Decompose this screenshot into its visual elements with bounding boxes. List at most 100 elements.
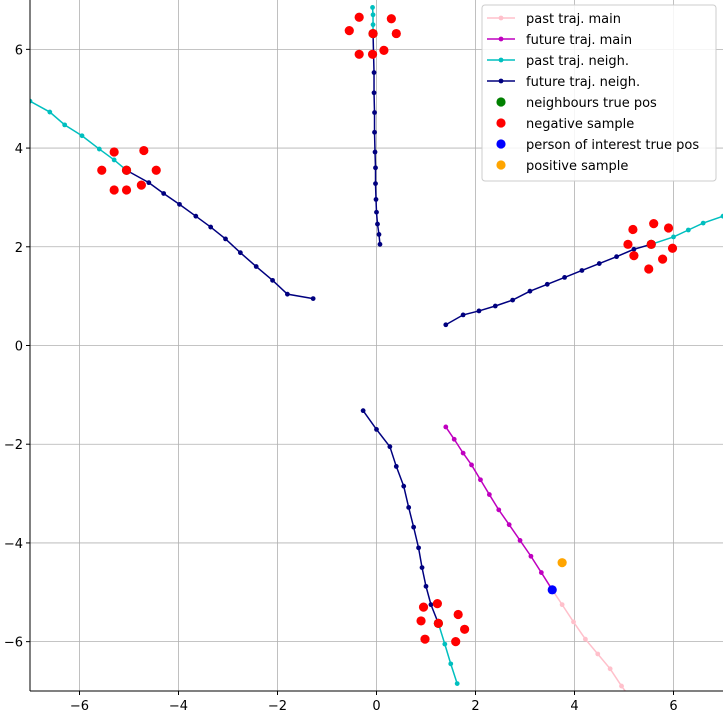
series-point: [476, 308, 482, 314]
x-tick-label: −2: [268, 699, 287, 714]
series-point: [538, 570, 544, 575]
legend-marker: [496, 97, 506, 107]
scatter-point: [136, 180, 146, 190]
series-point: [596, 261, 602, 266]
legend-marker: [498, 36, 504, 42]
scatter-point: [379, 45, 389, 55]
series-point: [79, 133, 85, 139]
scatter-point: [667, 243, 678, 253]
scatter-point: [391, 28, 401, 39]
series-point: [619, 683, 624, 689]
scatter-point: [649, 218, 659, 229]
series-point: [373, 181, 378, 187]
y-tick-label: −2: [4, 438, 23, 453]
series-point: [528, 553, 534, 559]
scatter-point: [646, 239, 656, 249]
series-point: [374, 209, 379, 215]
series-point: [374, 427, 379, 432]
series-point: [571, 619, 576, 625]
scatter-point: [344, 26, 354, 36]
series-point: [370, 22, 376, 28]
legend-label: person of interest true pos: [526, 138, 699, 153]
series-point: [387, 444, 393, 450]
legend-marker: [498, 78, 504, 84]
axes: −6 −4 −2 0 2 4 6 −6 −4 −2 0 2 4 6: [4, 0, 723, 714]
scatter-point: [547, 585, 557, 595]
series-point: [377, 241, 383, 247]
series-point: [460, 450, 466, 456]
series-point: [454, 681, 460, 686]
series-point: [253, 264, 259, 269]
legend-label: positive sample: [526, 159, 628, 174]
series-point: [370, 5, 375, 10]
plot-area: [30, 5, 723, 699]
series-point: [631, 246, 637, 252]
y-tick-label: 6: [15, 43, 23, 58]
series-point: [360, 408, 366, 414]
series-point: [371, 70, 377, 75]
legend-label: future traj. neigh.: [526, 75, 640, 90]
series-point: [428, 602, 434, 608]
x-tick-label: 0: [372, 699, 380, 714]
series-point: [627, 694, 632, 699]
series-point: [720, 213, 723, 219]
scatter-point: [663, 223, 674, 233]
x-tick-label: −4: [169, 699, 188, 714]
y-tick-label: 4: [15, 142, 23, 157]
series-point: [443, 424, 449, 430]
scatter-point: [628, 224, 638, 235]
scatter-point: [121, 185, 132, 195]
series-point: [372, 110, 377, 115]
scatter-point: [658, 254, 668, 264]
scatter-point: [416, 616, 426, 626]
series-point: [372, 149, 378, 155]
scatter-point: [368, 28, 378, 39]
series-point: [448, 661, 454, 667]
series-point: [562, 274, 567, 280]
series-point: [285, 291, 290, 297]
series-point: [223, 236, 228, 242]
legend: past traj. main future traj. main past tra…: [481, 4, 717, 182]
series-point: [486, 492, 492, 497]
series-point: [478, 477, 483, 483]
series-point: [373, 197, 379, 202]
series-point: [496, 507, 502, 513]
series-point: [451, 436, 457, 442]
series-point: [544, 281, 550, 287]
series-line: [126, 169, 314, 300]
legend-label: future traj. main: [526, 33, 632, 48]
series-point: [579, 268, 585, 273]
series-point: [460, 312, 466, 318]
series-point: [370, 12, 376, 18]
legend-marker: [496, 118, 506, 128]
series-point: [607, 666, 613, 672]
series-point: [492, 303, 498, 309]
series-point: [443, 322, 449, 328]
series-point: [614, 254, 619, 260]
series-point: [506, 522, 512, 528]
scatter-point: [139, 145, 149, 156]
series-line: [437, 623, 458, 684]
series-point: [510, 297, 516, 303]
x-tick-label: 4: [570, 699, 578, 714]
legend-box: [481, 4, 717, 182]
scatter-point: [451, 637, 461, 647]
scatter-point: [386, 14, 396, 24]
series-point: [671, 234, 676, 240]
series-point: [595, 651, 601, 657]
series-point: [406, 504, 412, 510]
x-tick-label: −6: [70, 699, 89, 714]
scatter-point: [432, 599, 442, 609]
y-tick-label: −6: [4, 636, 23, 651]
series-point: [393, 464, 399, 469]
series-point: [193, 213, 199, 219]
scatter-point: [433, 618, 443, 628]
series-point: [237, 250, 243, 256]
legend-marker: [498, 57, 504, 63]
series-point: [208, 224, 214, 230]
series-point: [559, 602, 565, 608]
scatter-point: [109, 147, 119, 157]
scatter-point: [367, 49, 378, 59]
series-point: [416, 545, 421, 551]
legend-label: past traj. main: [526, 12, 621, 27]
